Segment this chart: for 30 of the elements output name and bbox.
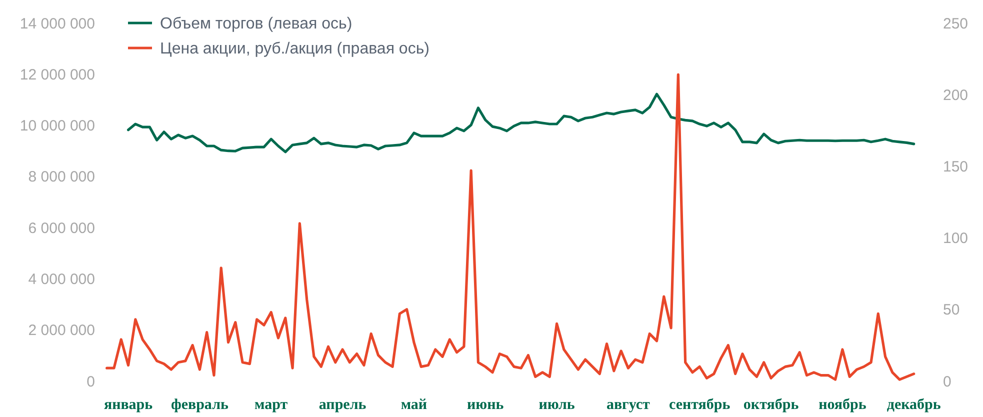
x-tick-label: июнь bbox=[467, 397, 504, 413]
legend-label: Объем торгов (левая ось) bbox=[160, 16, 352, 33]
x-tick-label: январь bbox=[104, 397, 153, 413]
line-series bbox=[106, 73, 916, 381]
y-tick-label: 0 bbox=[86, 373, 95, 390]
y2-tick-label: 200 bbox=[943, 86, 968, 104]
x-tick-label: февраль bbox=[170, 397, 228, 413]
x-tick-label: апрель bbox=[318, 397, 366, 413]
y2-tick-label: 50 bbox=[943, 302, 960, 319]
y2-tick-label: 250 bbox=[943, 15, 968, 32]
legend-label: Цена акции, руб./акция (правая ось) bbox=[160, 40, 430, 58]
x-tick-label: сентябрь bbox=[669, 397, 730, 413]
line-series bbox=[126, 92, 916, 154]
x-tick-label: август bbox=[606, 397, 651, 413]
y-tick-label: 14 000 000 bbox=[20, 15, 95, 32]
x-tick-label: март bbox=[254, 397, 288, 413]
y2-tick-label: 100 bbox=[943, 230, 968, 248]
y2-tick-label: 0 bbox=[943, 373, 952, 390]
x-tick-label: декабрь bbox=[886, 397, 941, 413]
y2-tick-label: 150 bbox=[943, 158, 968, 176]
x-tick-label: май bbox=[400, 397, 428, 413]
y-tick-label: 6 000 000 bbox=[28, 220, 95, 237]
y-tick-label: 8 000 000 bbox=[28, 168, 95, 186]
y-tick-label: 12 000 000 bbox=[20, 66, 95, 84]
x-tick-label: октябрь bbox=[743, 397, 799, 413]
y-tick-label: 10 000 000 bbox=[20, 118, 95, 135]
y-tick-label: 4 000 000 bbox=[28, 270, 95, 288]
x-tick-label: ноябрь bbox=[818, 397, 866, 413]
x-tick-label: июль bbox=[538, 397, 575, 413]
y-tick-label: 2 000 000 bbox=[28, 322, 95, 340]
